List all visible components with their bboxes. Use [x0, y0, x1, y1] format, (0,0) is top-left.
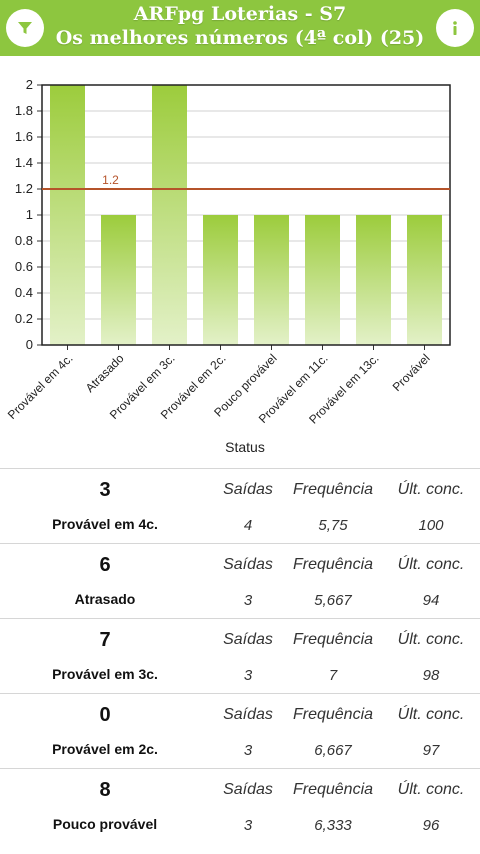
x-tick-label: Provável em 4c.	[5, 351, 76, 422]
saidas-header: Saídas	[223, 781, 273, 798]
app-subtitle: Os melhores números (4ª col) (25)	[55, 27, 425, 49]
saidas-header: Saídas	[223, 556, 273, 573]
frequencia-header: Frequência	[292, 706, 374, 723]
frequencia-header: Frequência	[292, 556, 374, 573]
saidas-value: 3	[243, 592, 253, 609]
number-value: 0	[99, 704, 111, 726]
saidas-header: Saídas	[223, 631, 273, 648]
x-tick-label: Provável	[390, 351, 433, 394]
status-label: Provável em 4c.	[52, 516, 158, 532]
frequencia-value: 6,667	[314, 742, 352, 759]
frequencia-header: Frequência	[292, 631, 374, 648]
bar	[152, 85, 187, 345]
frequencia-header: Frequência	[292, 781, 374, 798]
ult-conc-header: Últ. conc.	[397, 556, 465, 573]
y-tick-label: 0.4	[15, 285, 33, 300]
reference-line-label: 1.2	[102, 173, 119, 187]
ult-conc-header: Últ. conc.	[397, 706, 465, 723]
frequencia-value: 6,333	[314, 817, 352, 834]
bar	[50, 85, 85, 345]
number-value: 8	[99, 779, 111, 801]
list-item[interactable]: 3 Saídas Frequência Últ. conc. Provável em 4…	[0, 468, 480, 543]
bar	[407, 215, 442, 345]
status-label: Provável em 2c.	[52, 741, 158, 757]
ult-conc-header: Últ. conc.	[397, 631, 465, 648]
numbers-list: 3 Saídas Frequência Últ. conc. Provável em 4…	[0, 468, 480, 843]
y-tick-label: 1.6	[15, 129, 33, 144]
saidas-value: 3	[243, 817, 253, 834]
bar	[254, 215, 289, 345]
filter-button[interactable]	[6, 9, 44, 47]
ult-conc-header: Últ. conc.	[397, 781, 465, 798]
bar	[356, 215, 391, 345]
frequencia-value: 5,75	[318, 517, 348, 534]
ult-conc-value: 94	[422, 592, 440, 609]
saidas-value: 3	[243, 742, 253, 759]
number-value: 7	[99, 629, 111, 651]
number-value: 6	[99, 554, 111, 576]
list-item[interactable]: 0 Saídas Frequência Últ. conc. Provável em 2…	[0, 693, 480, 768]
app-title: ARFpg Loterias - S7	[133, 3, 347, 25]
saidas-value: 3	[243, 667, 253, 684]
ult-conc-value: 97	[422, 742, 440, 759]
list-item[interactable]: 6 Saídas Frequência Últ. conc. Atrasado 3 5,66…	[0, 543, 480, 618]
y-tick-label: 1.2	[15, 181, 33, 196]
saidas-header: Saídas	[223, 706, 273, 723]
ult-conc-value: 100	[418, 517, 444, 534]
saidas-value: 4	[243, 517, 253, 534]
plot-frame	[41, 84, 451, 346]
status-bar-chart: 1.2 0 0.2 0.4 0.6 0.8 1 1.2 1.4 1.6 1.8 2 Provável …	[5, 77, 451, 455]
frequencia-header: Frequência	[292, 481, 374, 498]
ult-conc-value: 98	[422, 667, 440, 684]
status-label: Atrasado	[74, 591, 136, 607]
frequencia-value: 5,667	[314, 592, 352, 609]
frequencia-value: 7	[328, 667, 338, 684]
info-icon	[445, 18, 465, 38]
bar	[101, 215, 136, 345]
bar	[305, 215, 340, 345]
y-tick-label: 0	[26, 337, 33, 352]
status-label: Pouco provável	[52, 816, 158, 832]
status-label: Provável em 3c.	[52, 666, 158, 682]
ult-conc-header: Últ. conc.	[397, 481, 465, 498]
ult-conc-value: 96	[422, 817, 440, 834]
y-tick-label: 1.4	[15, 155, 33, 170]
filter-icon	[15, 18, 35, 38]
y-tick-label: 0.2	[15, 311, 33, 326]
y-tick-label: 1	[26, 207, 33, 222]
list-item[interactable]: 7 Saídas Frequência Últ. conc. Provável em 3…	[0, 618, 480, 693]
y-tick-label: 0.6	[15, 259, 33, 274]
y-tick-label: 1.8	[15, 103, 33, 118]
bar	[203, 215, 238, 345]
info-button[interactable]	[436, 9, 474, 47]
list-item[interactable]: 8 Saídas Frequência Últ. conc. Pouco prováve…	[0, 768, 480, 843]
x-tick-label: Atrasado	[83, 351, 127, 395]
number-value: 3	[99, 479, 111, 501]
y-tick-label: 0.8	[15, 233, 33, 248]
y-tick-label: 2	[26, 77, 33, 92]
x-axis-title: Status	[225, 439, 265, 455]
saidas-header: Saídas	[223, 481, 273, 498]
app-header: ARFpg Loterias - S7 Os melhores números …	[0, 0, 480, 56]
